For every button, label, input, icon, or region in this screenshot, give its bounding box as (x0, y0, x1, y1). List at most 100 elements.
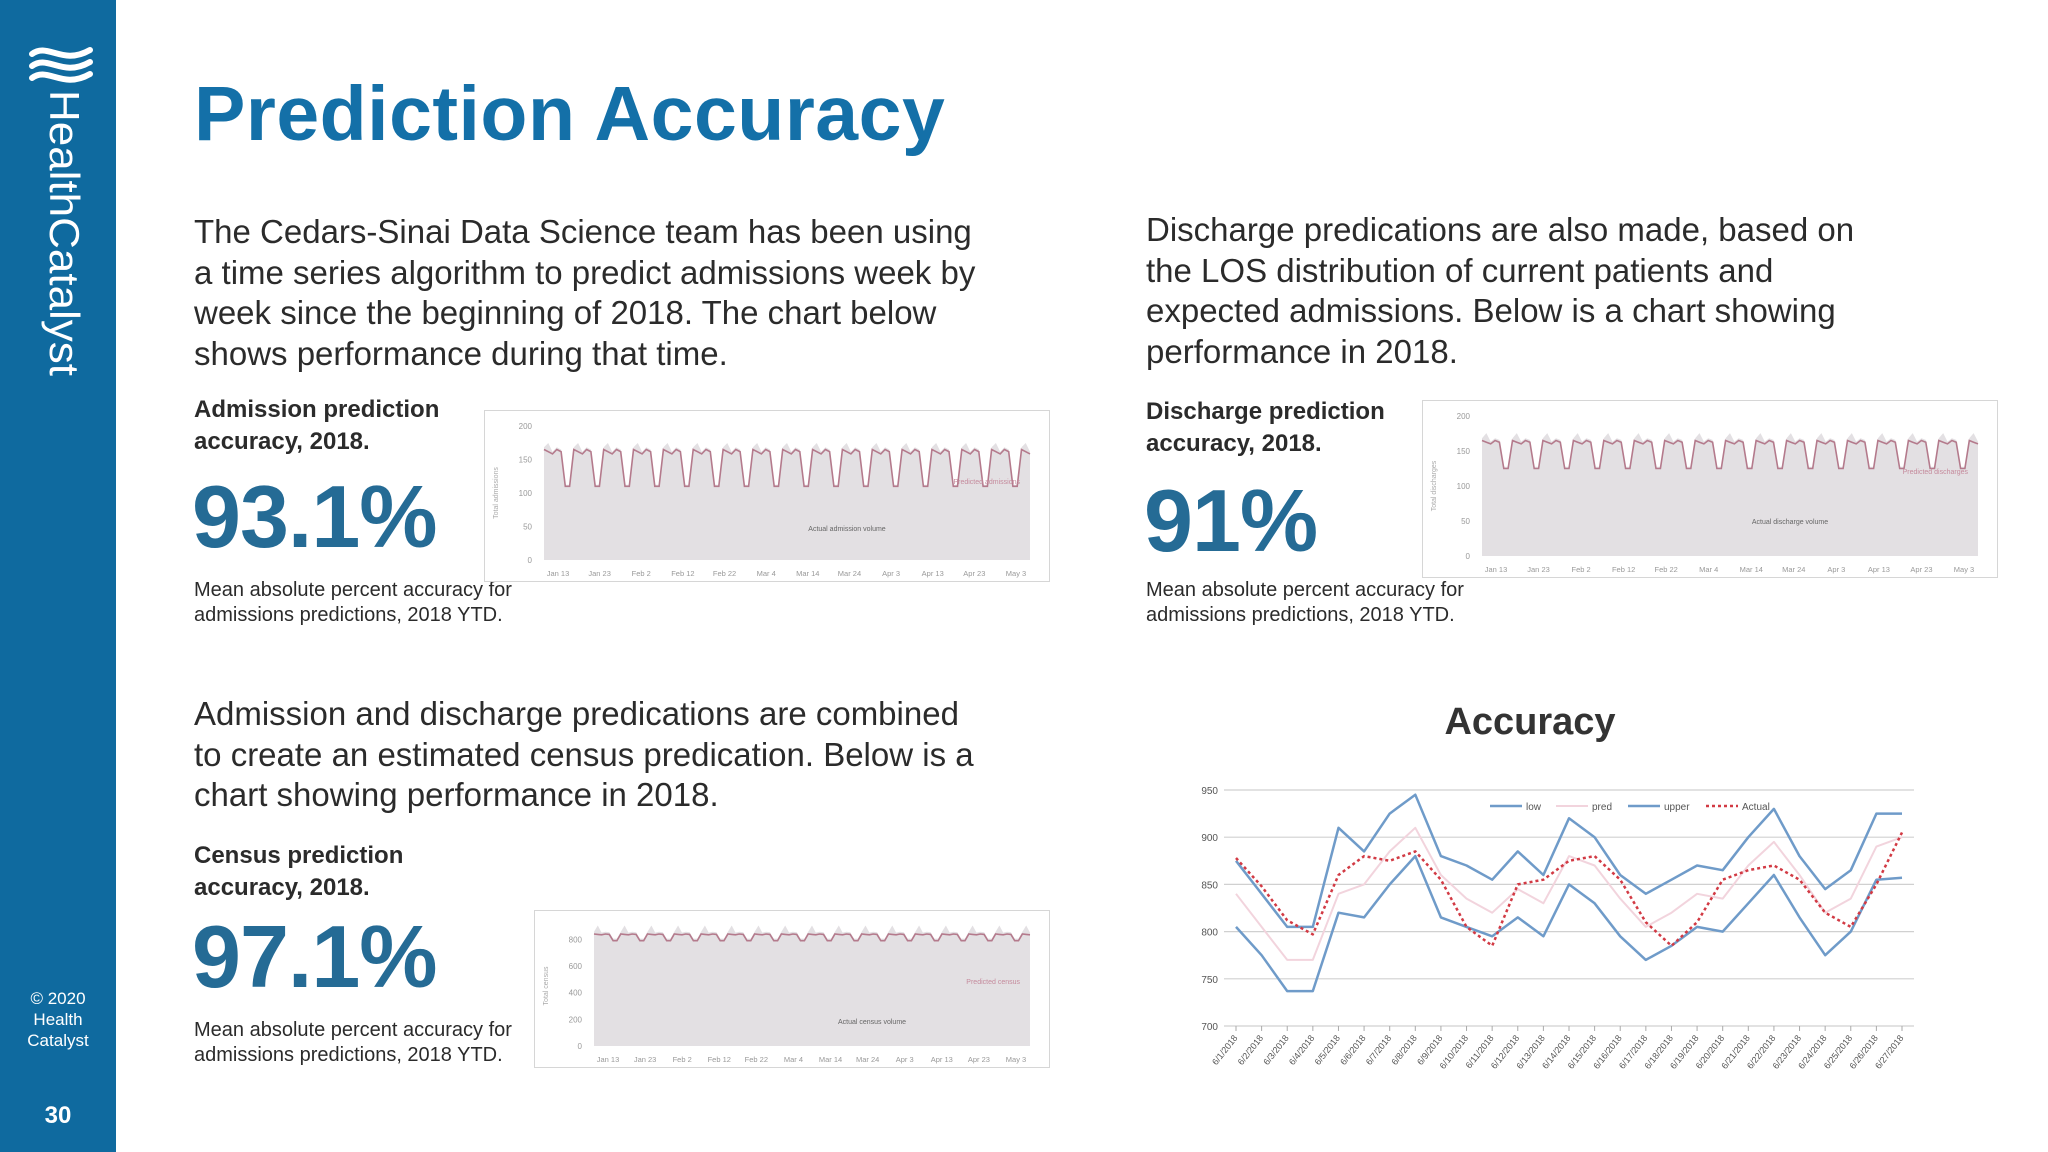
predicted-line (593, 933, 1031, 942)
census-note: Mean absolute percent accuracy for admiss… (194, 1019, 512, 1066)
actual-area (1482, 433, 1978, 556)
x-tick-label: Jan 13 (1485, 565, 1508, 574)
x-tick-label: May 3 (1006, 569, 1026, 578)
x-tick-label: Mar 4 (784, 1055, 803, 1064)
x-tick-label: Apr 3 (882, 569, 900, 578)
predicted-line (1481, 439, 1979, 470)
census-paragraph: Admission and discharge predications are… (194, 695, 974, 813)
predicted-line (543, 448, 1031, 488)
legend-label: low (1526, 802, 1542, 813)
x-tick-label: Mar 24 (1782, 565, 1805, 574)
copyright: © 2020 Health Catalyst (27, 989, 89, 1050)
y-tick-label: 950 (1201, 786, 1218, 797)
y-axis-label: Total census (543, 966, 550, 1005)
census-label: Census prediction accuracy, 2018. (194, 842, 404, 901)
logo-text: HealthCatalyst (41, 90, 86, 376)
x-tick-label: 6/4/2018 (1287, 1033, 1316, 1067)
x-tick-label: Jan 13 (597, 1055, 620, 1064)
x-tick-label: Apr 3 (1827, 565, 1845, 574)
x-tick-label: 6/8/2018 (1389, 1033, 1418, 1067)
series-upper-line (1235, 793, 1902, 929)
x-tick-label: 6/3/2018 (1261, 1033, 1290, 1067)
census-chart: 0 200 400 600 800 Total census Jan 13 Jan 23 Feb… (534, 910, 1050, 1068)
admissions-label: Admission prediction accuracy, 2018. (194, 396, 440, 455)
y-tick-label: 0 (528, 556, 533, 565)
y-tick-label: 750 (1201, 975, 1218, 986)
admissions-note: Mean absolute percent accuracy for admiss… (194, 579, 512, 626)
y-axis-label: Total discharges (1431, 460, 1438, 511)
logo-wordmark: HealthCatalyst (41, 90, 86, 376)
x-tick-label: Apr 23 (968, 1055, 990, 1064)
x-tick-label: Mar 24 (856, 1055, 879, 1064)
discharges-chart: 0 50 100 150 200 Total discharges Jan 13 Jan 23… (1422, 400, 1998, 578)
y-tick-label: 850 (1201, 880, 1218, 891)
sidebar: HealthCatalyst © 2020 Health Catalyst 30 (0, 0, 116, 1152)
series-label-actual: Actual discharge volume (1752, 519, 1828, 526)
chart-title: Accuracy (1444, 701, 1615, 743)
y-axis-label: Total admissions (493, 467, 500, 519)
x-tick-label: Apr 23 (963, 569, 985, 578)
x-tick-label: Feb 22 (713, 569, 736, 578)
x-tick-label: Feb 2 (1571, 565, 1590, 574)
x-tick-label: Mar 14 (819, 1055, 842, 1064)
series-label-actual: Actual admission volume (808, 526, 886, 533)
x-tick-label: Feb 2 (673, 1055, 692, 1064)
x-tick-label: Apr 13 (1868, 565, 1890, 574)
x-tick-label: Mar 4 (1699, 565, 1718, 574)
series-actual-line (1235, 831, 1904, 948)
x-tick-label: May 3 (1006, 1055, 1026, 1064)
discharges-accuracy-value: 91% (1144, 471, 1318, 570)
x-tick-label: 6/6/2018 (1338, 1033, 1367, 1067)
logo-wave-icon (29, 47, 93, 83)
y-tick-label: 150 (1457, 447, 1471, 456)
x-tick-label: 6/1/2018 (1210, 1033, 1239, 1067)
x-tick-label: Mar 14 (796, 569, 819, 578)
x-tick-label: Jan 23 (634, 1055, 657, 1064)
y-tick-label: 700 (1201, 1022, 1218, 1033)
x-tick-label: Mar 4 (757, 569, 776, 578)
x-tick-label: Jan 23 (588, 569, 611, 578)
legend-label: Actual (1742, 802, 1770, 813)
x-tick-label: Feb 12 (671, 569, 694, 578)
discharges-note: Mean absolute percent accuracy for admiss… (1146, 579, 1464, 626)
x-tick-label: May 3 (1954, 565, 1974, 574)
x-tick-label: Apr 13 (931, 1055, 953, 1064)
accuracy-chart: Accuracy 700 750 800 850 900 950 low pred upper Ac… (1201, 701, 1914, 1071)
x-tick-label: Jan 13 (547, 569, 570, 578)
admissions-paragraph: The Cedars-Sinai Data Science team has b… (194, 213, 976, 372)
x-tick-label: Feb 2 (632, 569, 651, 578)
series-low-line (1235, 854, 1903, 993)
y-tick-label: 50 (1461, 517, 1470, 526)
x-tick-label: Feb 12 (1612, 565, 1635, 574)
y-tick-label: 50 (523, 523, 532, 532)
legend-label: pred (1592, 802, 1612, 813)
y-tick-label: 800 (569, 935, 583, 944)
census-accuracy-value: 97.1% (192, 907, 438, 1006)
series-label-predicted: Predicted discharges (1903, 469, 1969, 476)
y-tick-label: 400 (569, 989, 583, 998)
y-tick-label: 600 (569, 962, 583, 971)
x-tick-label: Mar 14 (1740, 565, 1763, 574)
y-tick-label: 800 (1201, 928, 1218, 939)
y-tick-label: 0 (1466, 552, 1471, 561)
x-tick-label: Apr 23 (1910, 565, 1932, 574)
x-tick-label: Feb 12 (708, 1055, 731, 1064)
actual-area (594, 925, 1030, 1046)
actual-area (544, 443, 1030, 560)
x-tick-label: 6/2/2018 (1236, 1033, 1265, 1067)
y-tick-label: 100 (1457, 482, 1471, 491)
series-label-actual: Actual census volume (838, 1019, 906, 1026)
x-tick-label: Apr 3 (896, 1055, 914, 1064)
y-tick-label: 900 (1201, 833, 1218, 844)
discharges-paragraph: Discharge predications are also made, ba… (1146, 211, 1855, 370)
discharges-label: Discharge prediction accuracy, 2018. (1146, 398, 1385, 457)
page-title: Prediction Accuracy (194, 71, 946, 157)
legend-label: upper (1664, 802, 1690, 813)
y-tick-label: 200 (1457, 412, 1471, 421)
series-pred-line (1235, 826, 1903, 961)
y-tick-label: 150 (519, 456, 533, 465)
series-label-predicted: Predicted admissions (953, 479, 1020, 486)
x-tick-label: Feb 22 (745, 1055, 768, 1064)
admissions-accuracy-value: 93.1% (192, 467, 438, 566)
y-tick-label: 100 (519, 489, 533, 498)
